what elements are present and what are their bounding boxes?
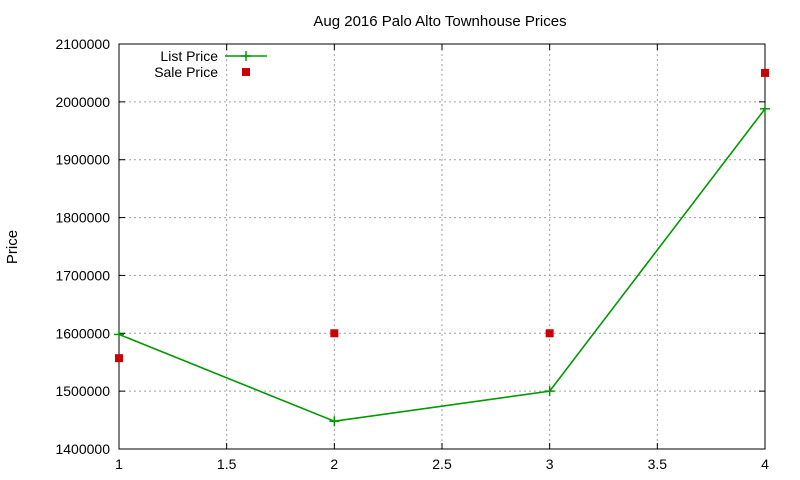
series [114, 68, 770, 427]
data-point [114, 329, 124, 340]
x-tick-label: 1.5 [217, 456, 237, 472]
legend-marker [241, 51, 251, 61]
y-tick-label: 1400000 [55, 441, 110, 457]
x-tick-label: 1 [115, 456, 123, 472]
y-axis-label: Price [4, 230, 21, 264]
y-tick-label: 1600000 [55, 325, 110, 341]
series-1 [115, 68, 769, 363]
x-tick-label: 3 [546, 456, 554, 472]
data-point [544, 386, 555, 397]
grid [119, 44, 765, 449]
y-tick-label: 1700000 [55, 267, 110, 283]
axes [118, 43, 766, 450]
plot-border [118, 43, 766, 450]
y-tick-label: 1500000 [55, 383, 110, 399]
legend-label: Sale Price [154, 64, 218, 80]
y-tick-label: 1900000 [55, 152, 110, 168]
data-point [761, 68, 769, 77]
y-tick-label: 1800000 [55, 210, 110, 226]
data-point [330, 329, 339, 338]
x-tick-label: 2.5 [432, 456, 452, 472]
data-point [115, 354, 123, 363]
data-point [545, 329, 554, 338]
series-0 [114, 103, 770, 427]
x-tick-label: 3.5 [648, 456, 668, 472]
x-tick-label: 2 [330, 456, 338, 472]
y-tick-label: 2000000 [55, 94, 110, 110]
data-point [760, 103, 770, 114]
x-tick-label: 4 [761, 456, 769, 472]
chart-title: Aug 2016 Palo Alto Townhouse Prices [313, 13, 566, 30]
data-point [329, 416, 340, 427]
legend-marker [242, 68, 250, 76]
legend-label: List Price [160, 48, 218, 64]
series-line [118, 108, 766, 423]
tick-labels: 1 1.5 2 2.5 3 3.5 4 1400000 1500000 1600000 170000… [55, 36, 769, 472]
y-tick-label: 2100000 [55, 36, 110, 52]
